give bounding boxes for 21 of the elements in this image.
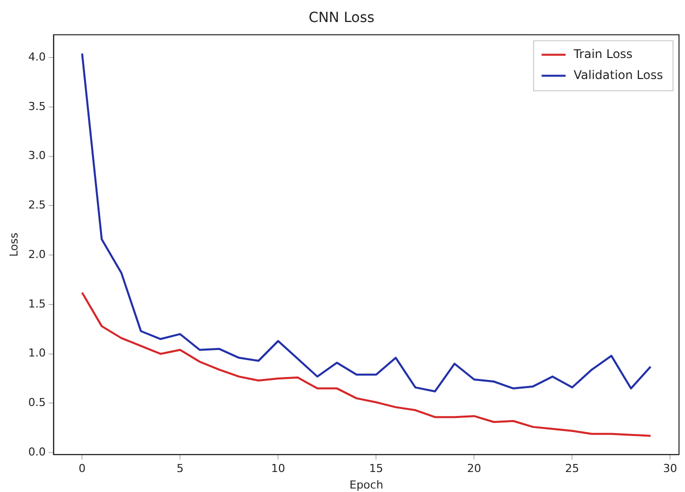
y-tick-label: 3.0 (28, 149, 46, 162)
y-tick-label: 0.5 (28, 396, 46, 410)
x-tick-label: 15 (369, 462, 384, 476)
x-tick-label: 20 (467, 462, 482, 476)
y-tick-label: 3.5 (28, 100, 46, 113)
legend-label: Train Loss (572, 46, 633, 61)
x-tick-label: 30 (663, 462, 678, 476)
x-tick-label: 0 (78, 462, 86, 476)
y-tick-label: 1.0 (28, 346, 46, 360)
y-axis-title: Loss (7, 232, 20, 257)
y-tick-label: 2.0 (28, 248, 46, 261)
y-tick-label: 4.0 (28, 50, 46, 64)
x-tick-label: 25 (565, 462, 580, 476)
y-tick-label: 1.5 (28, 297, 46, 310)
x-tick-label: 5 (176, 462, 184, 476)
chart-title: CNN Loss (308, 10, 374, 26)
y-tick-label: 0.0 (28, 445, 46, 458)
legend-label: Validation Loss (574, 68, 663, 82)
x-tick-label: 10 (271, 462, 286, 476)
x-axis-title: Epoch (350, 478, 384, 492)
y-tick-label: 2.5 (28, 198, 46, 212)
